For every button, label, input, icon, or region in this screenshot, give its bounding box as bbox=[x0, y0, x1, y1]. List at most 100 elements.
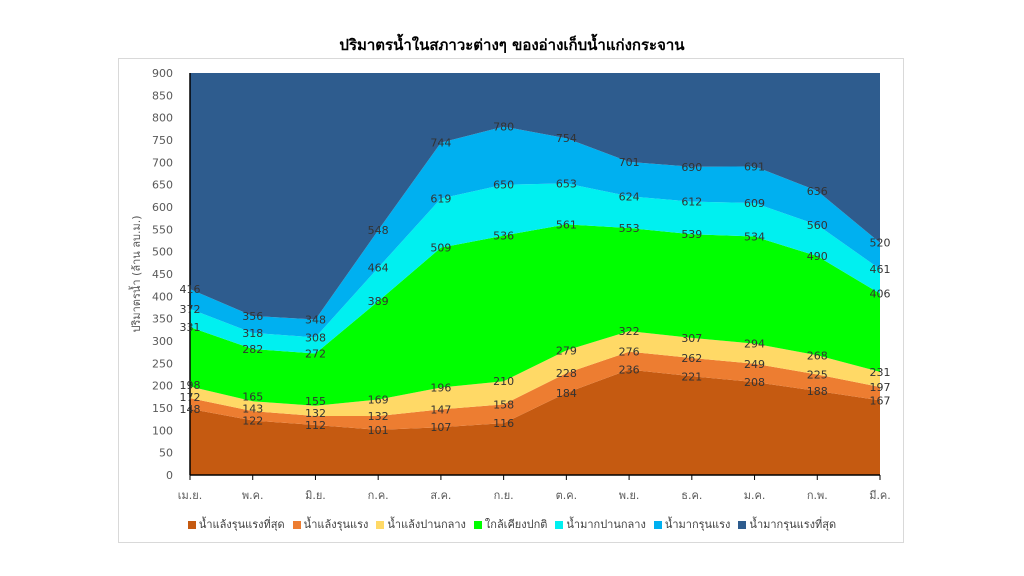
data-label: 155 bbox=[305, 395, 326, 408]
data-label: 520 bbox=[870, 237, 891, 250]
data-label: 198 bbox=[180, 379, 201, 392]
legend-label: น้ำแล้งรุนแรง bbox=[303, 518, 369, 531]
legend-item: น้ำมากรุนแรงที่สุด bbox=[738, 515, 836, 533]
data-label: 101 bbox=[368, 424, 389, 437]
data-label: 553 bbox=[619, 222, 640, 235]
y-tick-label: 350 bbox=[152, 313, 173, 326]
data-label: 536 bbox=[493, 230, 514, 243]
data-label: 112 bbox=[305, 419, 326, 432]
y-tick-label: 650 bbox=[152, 179, 173, 192]
data-label: 197 bbox=[870, 381, 891, 394]
data-label: 262 bbox=[681, 352, 702, 365]
x-tick-label: ต.ค. bbox=[556, 489, 578, 502]
x-tick-label: เม.ย. bbox=[178, 489, 202, 502]
data-label: 148 bbox=[180, 403, 201, 416]
data-label: 461 bbox=[870, 263, 891, 276]
data-label: 308 bbox=[305, 331, 326, 344]
legend-label: ใกล้เคียงปกติ bbox=[484, 518, 548, 531]
legend-swatch bbox=[473, 521, 482, 529]
data-label: 624 bbox=[619, 190, 640, 203]
y-tick-label: 600 bbox=[152, 201, 173, 214]
y-tick-label: 300 bbox=[152, 335, 173, 348]
data-label: 116 bbox=[493, 417, 514, 430]
y-tick-label: 700 bbox=[152, 156, 173, 169]
x-tick-label: มิ.ย. bbox=[305, 489, 326, 502]
legend-item: น้ำแล้งรุนแรงที่สุด bbox=[187, 515, 285, 533]
legend-swatch bbox=[653, 521, 662, 529]
data-label: 612 bbox=[681, 196, 702, 209]
legend-label: น้ำมากปานกลาง bbox=[566, 518, 646, 531]
data-label: 464 bbox=[368, 262, 389, 275]
data-label: 609 bbox=[744, 197, 765, 210]
data-label: 322 bbox=[619, 325, 640, 338]
data-label: 279 bbox=[556, 344, 577, 357]
y-tick-label: 900 bbox=[152, 67, 173, 80]
legend-label: น้ำมากรุนแรงที่สุด bbox=[749, 518, 837, 531]
y-tick-label: 200 bbox=[152, 380, 173, 393]
data-label: 653 bbox=[556, 177, 577, 190]
data-label: 348 bbox=[305, 314, 326, 327]
area-1 bbox=[190, 351, 880, 430]
data-label: 172 bbox=[180, 391, 201, 404]
x-tick-label: ก.ย. bbox=[494, 489, 514, 502]
x-tick-label: มี.ค. bbox=[869, 489, 891, 502]
legend-label: น้ำมากรุนแรง bbox=[664, 518, 731, 531]
data-label: 221 bbox=[681, 370, 702, 383]
data-label: 208 bbox=[744, 376, 765, 389]
y-axis-title: ปริมาตรน้ำ (ล้าน ลบ.ม.) bbox=[128, 215, 143, 332]
data-label: 534 bbox=[744, 230, 765, 243]
data-label: 389 bbox=[368, 295, 389, 308]
y-tick-label: 100 bbox=[152, 424, 173, 437]
data-label: 744 bbox=[430, 137, 451, 150]
data-label: 548 bbox=[368, 224, 389, 237]
data-label: 147 bbox=[430, 403, 451, 416]
area-2 bbox=[190, 331, 880, 417]
y-tick-label: 0 bbox=[166, 469, 173, 482]
data-label: 272 bbox=[305, 348, 326, 361]
x-tick-label: ม.ค. bbox=[744, 489, 766, 502]
legend-swatch bbox=[555, 521, 564, 529]
data-label: 560 bbox=[807, 219, 828, 232]
data-label: 158 bbox=[493, 398, 514, 411]
legend-item: ใกล้เคียงปกติ bbox=[473, 515, 548, 533]
data-label: 406 bbox=[870, 288, 891, 301]
data-label: 188 bbox=[807, 385, 828, 398]
data-label: 780 bbox=[493, 121, 514, 134]
data-label: 690 bbox=[681, 161, 702, 174]
y-tick-label: 850 bbox=[152, 89, 173, 102]
data-label: 169 bbox=[368, 394, 389, 407]
y-tick-label: 550 bbox=[152, 223, 173, 236]
data-label: 307 bbox=[681, 332, 702, 345]
legend-swatch bbox=[738, 521, 747, 529]
data-label: 236 bbox=[619, 364, 640, 377]
data-label: 276 bbox=[619, 346, 640, 359]
legend-swatch bbox=[187, 521, 196, 529]
y-tick-label: 150 bbox=[152, 402, 173, 415]
data-label: 561 bbox=[556, 218, 577, 231]
data-label: 636 bbox=[807, 185, 828, 198]
x-tick-label: พ.ค. bbox=[242, 489, 264, 502]
data-label: 416 bbox=[180, 283, 201, 296]
data-label: 249 bbox=[744, 358, 765, 371]
data-label: 490 bbox=[807, 250, 828, 263]
data-label: 509 bbox=[430, 242, 451, 255]
data-label: 754 bbox=[556, 132, 577, 145]
data-label: 268 bbox=[807, 349, 828, 362]
data-label: 132 bbox=[305, 407, 326, 420]
data-label: 331 bbox=[180, 321, 201, 334]
area-5 bbox=[190, 126, 880, 338]
x-tick-label: ส.ค. bbox=[430, 489, 451, 502]
data-label: 231 bbox=[870, 366, 891, 379]
legend-item: น้ำแล้งรุนแรง bbox=[292, 515, 369, 533]
x-tick-label: ก.ค. bbox=[368, 489, 389, 502]
legend-item: น้ำมากปานกลาง bbox=[555, 515, 646, 533]
x-tick-label: ก.พ. bbox=[807, 489, 828, 502]
data-label: 691 bbox=[744, 160, 765, 173]
data-label: 619 bbox=[430, 193, 451, 206]
y-tick-label: 800 bbox=[152, 112, 173, 125]
y-tick-label: 50 bbox=[159, 447, 173, 460]
y-tick-label: 750 bbox=[152, 134, 173, 147]
area-6 bbox=[190, 73, 880, 320]
area-4 bbox=[190, 183, 880, 354]
